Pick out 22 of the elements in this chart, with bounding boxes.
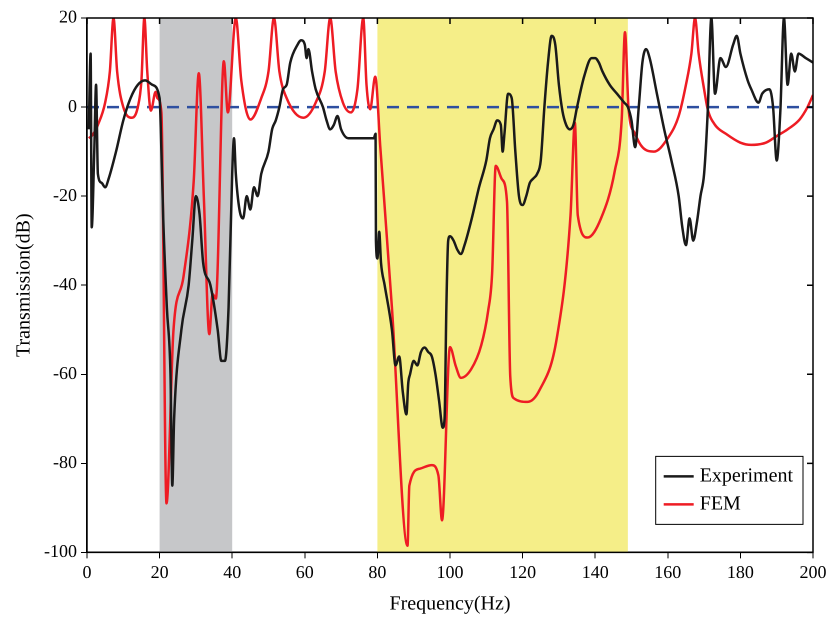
x-tick-label: 60 [296,562,314,582]
y-tick-label: -40 [52,274,77,294]
y-tick-label: -60 [52,363,77,383]
legend-label: FEM [700,492,742,515]
y-tick-label: 0 [68,96,77,116]
x-tick-label: 200 [800,562,826,582]
x-tick-label: 100 [436,562,464,582]
x-tick-label: 20 [150,562,169,582]
x-tick-label: 160 [654,562,682,582]
x-tick-label: 140 [582,562,609,582]
x-axis-title: Frequency(Hz) [389,592,511,614]
x-tick-label: 80 [368,562,386,582]
x-tick-label: 40 [223,562,242,582]
legend-label: Experiment [700,464,794,487]
x-tick-label: 120 [509,562,536,582]
x-tick-label: 180 [726,562,754,582]
y-axis-title: Transmission(dB) [12,213,34,358]
y-tick-label: -100 [44,541,77,562]
x-tick-label: 0 [82,562,92,582]
y-tick-label: -80 [52,452,77,472]
y-tick-label: 20 [58,6,77,27]
y-tick-label: -20 [52,184,77,205]
